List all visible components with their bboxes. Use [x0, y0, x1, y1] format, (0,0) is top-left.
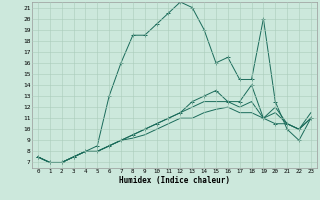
X-axis label: Humidex (Indice chaleur): Humidex (Indice chaleur) — [119, 176, 230, 185]
